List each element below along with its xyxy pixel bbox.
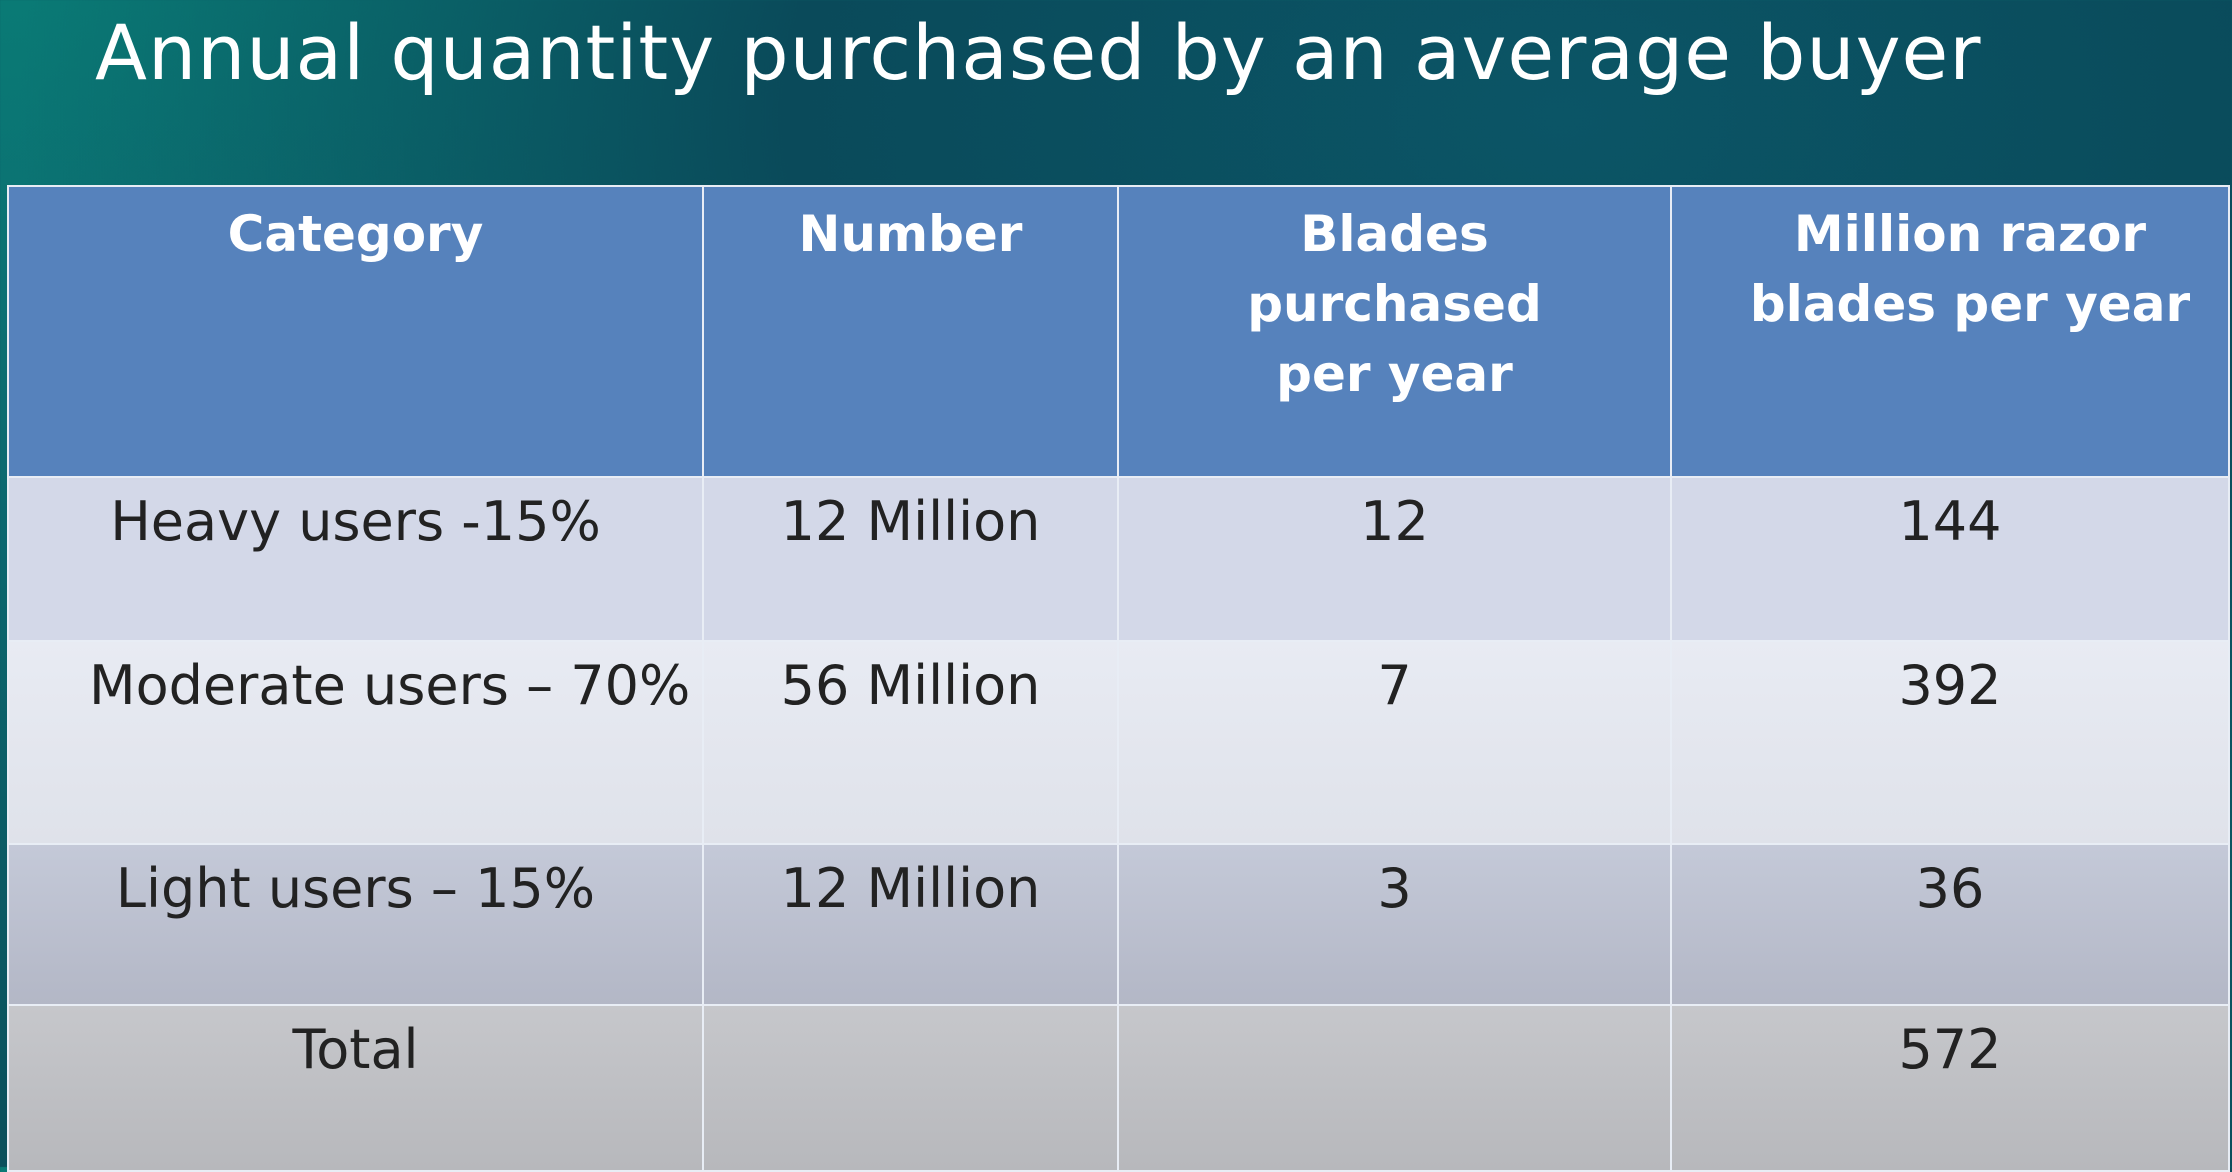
cell: 12: [1117, 476, 1672, 642]
table-row: Light users – 15% 12 Million 3 36: [7, 843, 2230, 1006]
cell: 36: [1670, 843, 2230, 1006]
cell: 144: [1670, 476, 2230, 642]
cell: Light users – 15%: [7, 843, 704, 1006]
cell: 12 Million: [702, 476, 1119, 642]
cell: 572: [1670, 1004, 2230, 1172]
table-row: Total 572: [7, 1004, 2230, 1172]
cell: 7: [1117, 640, 1672, 845]
header-cell: Category: [7, 185, 704, 478]
header-cell: Blades purchased per year: [1117, 185, 1672, 478]
cell: Moderate users – 70%: [7, 640, 704, 845]
cell: 56 Million: [702, 640, 1119, 845]
cell: 12 Million: [702, 843, 1119, 1006]
cell: Total: [7, 1004, 704, 1172]
header-cell: Number: [702, 185, 1119, 478]
cell: [1117, 1004, 1672, 1172]
data-table: Category Number Blades purchased per yea…: [7, 185, 2230, 1172]
table-row: Moderate users – 70% 56 Million 7 392: [7, 640, 2230, 845]
cell: 392: [1670, 640, 2230, 845]
slide-title: Annual quantity purchased by an average …: [95, 8, 1982, 97]
cell: Heavy users -15%: [7, 476, 704, 642]
cell: [702, 1004, 1119, 1172]
cell: 3: [1117, 843, 1672, 1006]
header-row: Category Number Blades purchased per yea…: [7, 185, 2230, 478]
header-cell: Million razor blades per year: [1670, 185, 2230, 478]
table-row: Heavy users -15% 12 Million 12 144: [7, 476, 2230, 642]
